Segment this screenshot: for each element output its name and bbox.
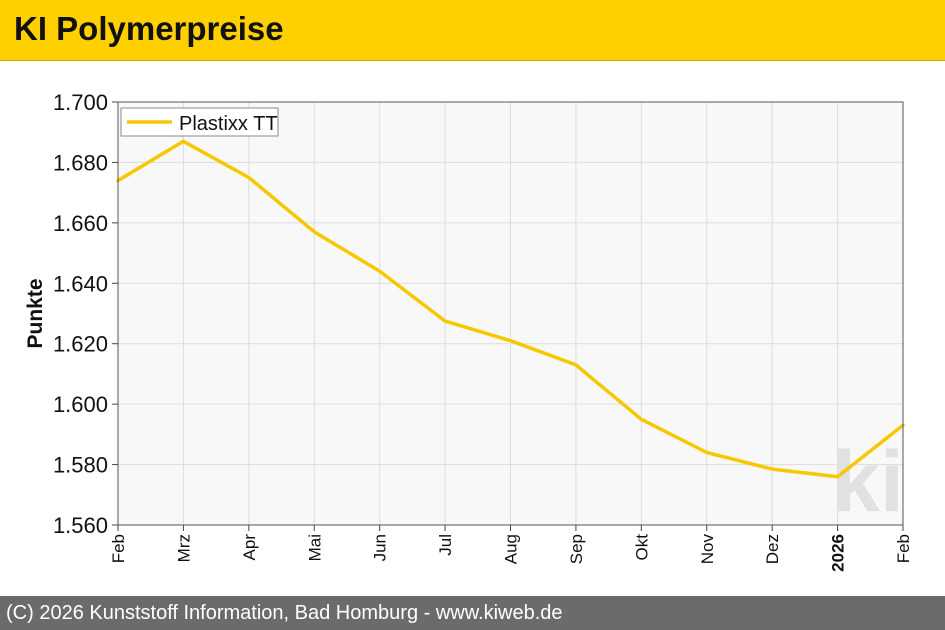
x-tick-label: Mai (305, 534, 324, 561)
x-tick-label: 2026 (829, 534, 848, 572)
y-tick-label: 1.600 (53, 392, 108, 417)
series-line-plastixx-tt (116, 139, 905, 479)
header-bar: KI Polymerpreise (0, 0, 945, 61)
x-tick-label: Jun (371, 534, 390, 561)
x-tick-label: Feb (109, 534, 128, 563)
line-chart: ki 1.560 1.580 1.600 1.620 1.640 1.660 1.680 1.… (24, 90, 913, 572)
plot-border (117, 101, 904, 526)
x-tick-label: Nov (698, 534, 717, 565)
x-tick-label: Feb (894, 534, 913, 563)
x-tick-label: Jul (436, 534, 455, 556)
page-title: KI Polymerpreise (14, 10, 284, 47)
y-tick-label: 1.580 (53, 453, 108, 478)
chart-area: ki 1.560 1.580 1.600 1.620 1.640 1.660 1.680 1.… (0, 61, 945, 596)
legend-label: Plastixx TT (179, 113, 278, 135)
x-tick-label: Sep (567, 534, 586, 564)
y-tick-label: 1.640 (53, 271, 108, 296)
y-tick-label: 1.560 (53, 513, 108, 538)
y-axis-label: Punkte (24, 278, 47, 348)
y-tick-label: 1.620 (53, 332, 108, 357)
copyright-text: (C) 2026 Kunststoff Information, Bad Hom… (6, 602, 563, 624)
x-tick-label: Dez (763, 534, 782, 564)
footer-bar: (C) 2026 Kunststoff Information, Bad Hom… (0, 596, 945, 630)
x-tick-label: Apr (240, 534, 259, 561)
y-tick-label: 1.700 (53, 90, 108, 115)
y-tick-label: 1.680 (53, 150, 108, 175)
x-tick-label: Mrz (174, 534, 193, 562)
y-tick-label: 1.660 (53, 211, 108, 236)
watermark-logo: ki (832, 434, 904, 530)
x-tick-label: Okt (632, 534, 651, 561)
x-tick-label: Aug (502, 534, 521, 564)
